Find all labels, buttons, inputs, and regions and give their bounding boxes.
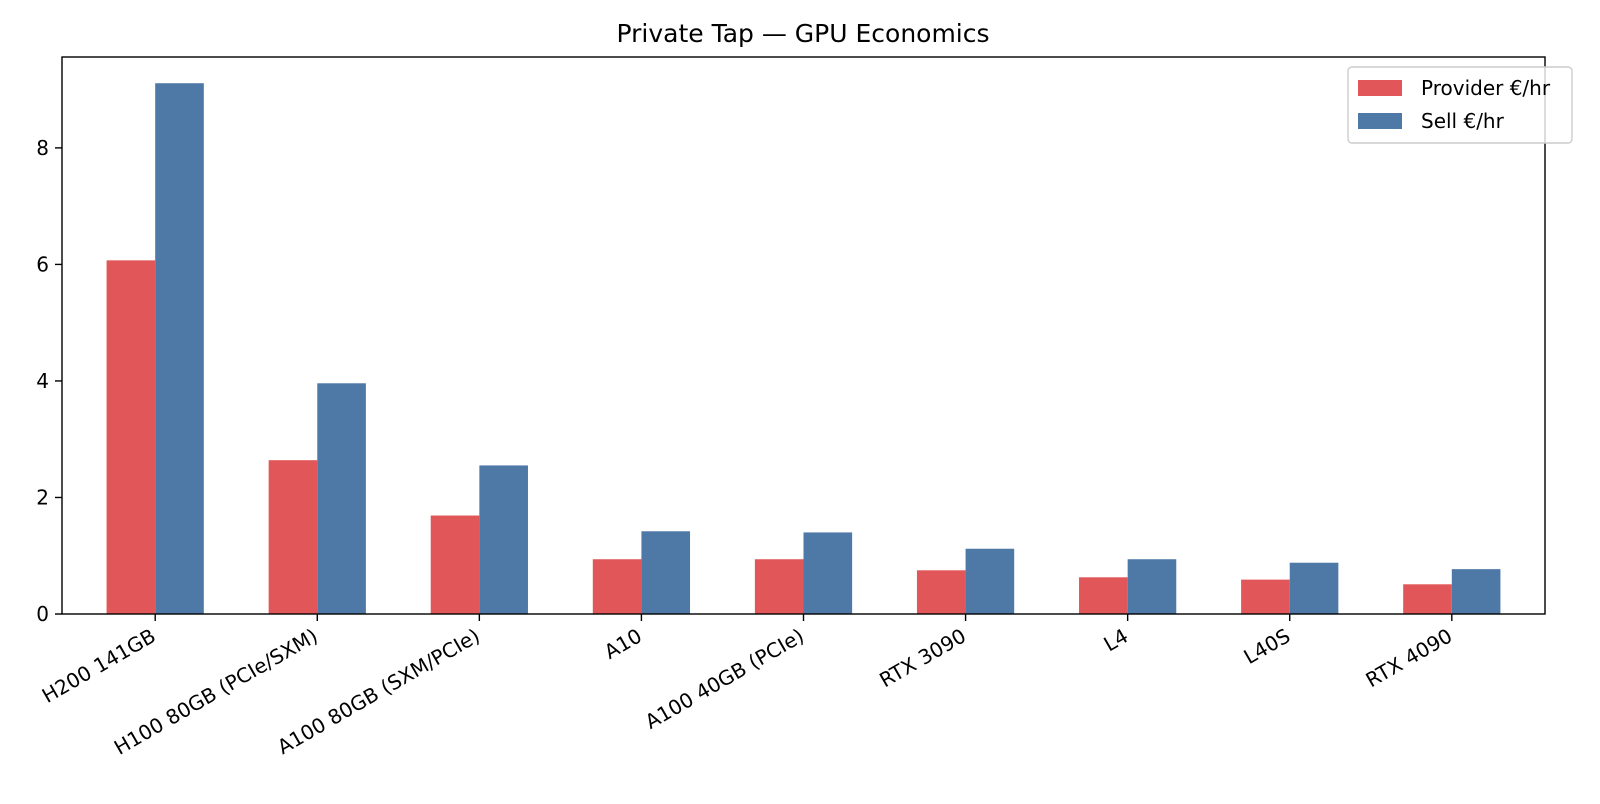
x-tick-label-7: L40S	[1240, 624, 1295, 669]
bar-provider-1	[268, 460, 318, 614]
bar-provider-4	[754, 559, 804, 614]
bar-sell-6	[1127, 559, 1177, 614]
x-tick-label-4: A100 40GB (PCIe)	[641, 624, 808, 734]
legend-label-1: Sell €/hr	[1421, 109, 1505, 133]
y-tick-label-2: 4	[36, 369, 49, 393]
bar-provider-8	[1403, 584, 1452, 614]
y-tick-label-3: 6	[36, 252, 49, 276]
legend-swatch-0	[1358, 80, 1402, 96]
bar-provider-0	[106, 260, 156, 614]
x-tick-label-5: RTX 3090	[875, 624, 970, 693]
y-tick-label-0: 0	[36, 602, 49, 626]
bar-sell-5	[965, 548, 1015, 614]
bar-provider-2	[430, 515, 480, 614]
y-tick-label-4: 8	[36, 136, 49, 160]
bar-sell-8	[1451, 569, 1501, 614]
legend-box	[1347, 66, 1573, 144]
bar-sell-0	[155, 83, 204, 615]
bar-provider-3	[592, 559, 642, 614]
bar-sell-7	[1289, 562, 1339, 614]
bar-sell-4	[803, 532, 853, 614]
bar-provider-5	[916, 570, 966, 614]
legend-swatch-1	[1358, 113, 1402, 129]
x-tick-label-6: L4	[1099, 624, 1132, 657]
chart-title: Private Tap — GPU Economics	[616, 19, 989, 48]
x-tick-label-3: A10	[600, 624, 646, 664]
y-tick-label-1: 2	[36, 485, 49, 509]
bar-provider-7	[1241, 579, 1290, 614]
legend: Provider €/hr Sell €/hr	[1347, 66, 1573, 144]
x-tick-label-0: H200 141GB	[38, 624, 160, 708]
bar-sell-3	[641, 531, 691, 614]
bars-layer	[106, 83, 1501, 615]
legend-label-0: Provider €/hr	[1421, 76, 1551, 100]
bar-sell-2	[479, 465, 528, 614]
x-tick-label-8: RTX 4090	[1361, 624, 1456, 693]
bar-provider-6	[1079, 577, 1128, 614]
bar-sell-1	[317, 383, 366, 614]
